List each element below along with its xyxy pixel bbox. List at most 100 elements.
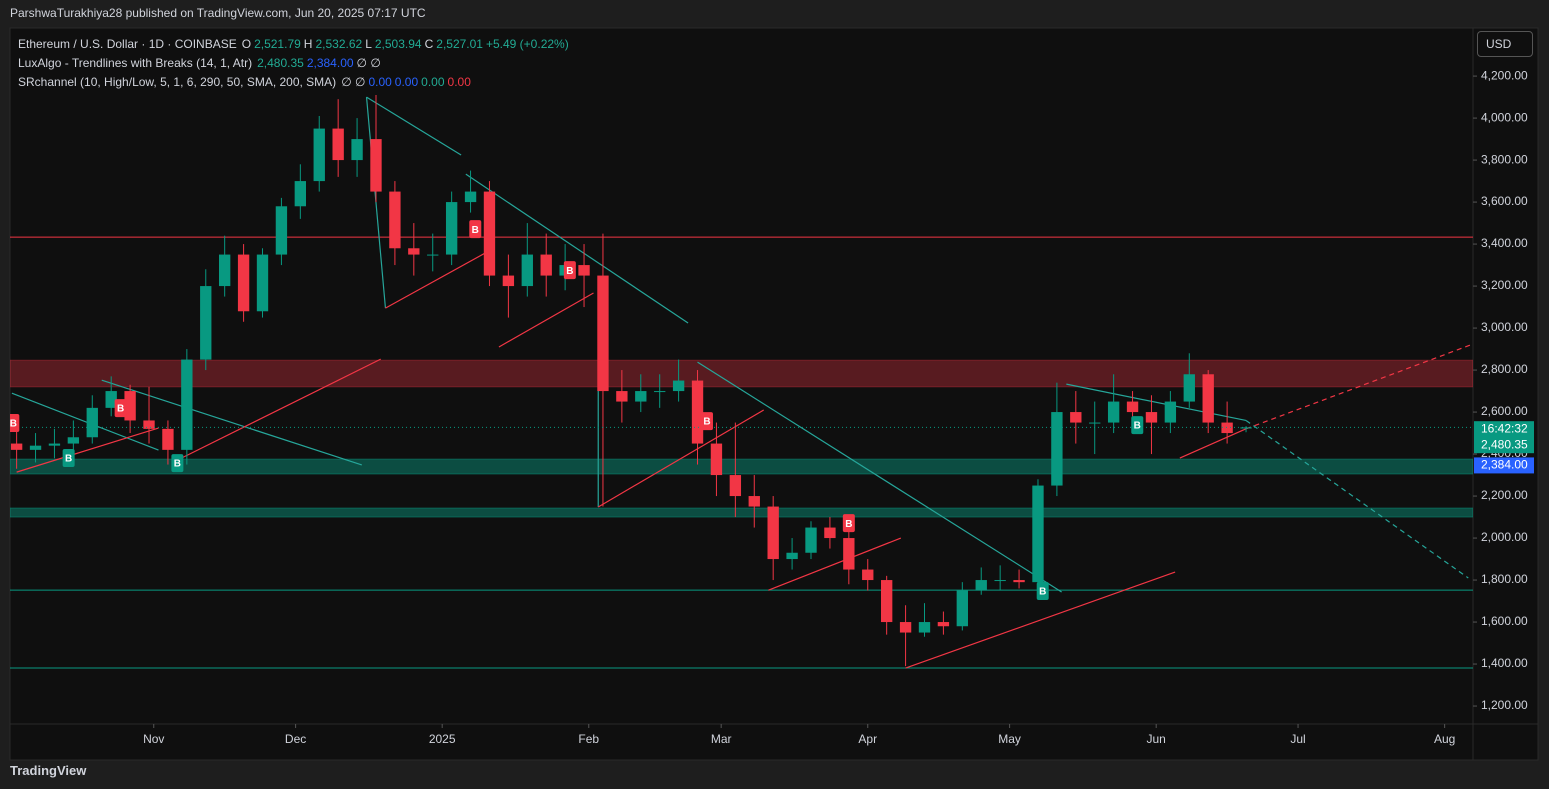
candle-body [521,254,533,287]
y-tick-label: 2,000.00 [1481,530,1528,544]
trendline [498,292,594,348]
signal-box [114,399,127,418]
candle-body [1221,422,1233,434]
trendline [768,537,902,591]
y-tick-label: 1,400.00 [1481,656,1528,670]
candle-body [578,265,590,276]
candle-body [1107,401,1120,423]
y-tick-label: 4,000.00 [1481,110,1528,124]
signal-box [1131,416,1144,435]
trendline [1245,419,1469,579]
sr-zone [10,507,1473,518]
byline: ParshwaTurakhiya28 published on TradingV… [10,6,426,20]
legend: Ethereum / U.S. Dollar · 1D · COINBASE O 2… [18,35,572,92]
legend-row: SRchannel (10, High/Low, 5, 1, 6, 290, 5… [18,73,572,92]
candle-body [483,191,496,276]
candle-body [200,286,212,360]
legend-value: 2,521.79 [254,37,301,51]
x-tick-label: Feb [578,732,599,746]
candle-body [256,254,269,312]
y-tick-label: 3,600.00 [1481,194,1528,208]
candle-body [370,139,382,192]
candle-body [29,445,42,450]
candle-body [1202,374,1214,423]
trendline [11,392,159,451]
signal-box [10,413,20,432]
trendline [1066,383,1247,422]
candle-body [351,139,363,161]
signal-label: B [65,454,72,465]
currency-button[interactable]: USD [1477,31,1533,57]
trendline [365,97,387,309]
candle-body [143,420,155,429]
legend-row: Ethereum / U.S. Dollar · 1D · COINBASE O 2… [18,35,572,54]
legend-title: Ethereum / U.S. Dollar · 1D · COINBASE [18,37,237,51]
candle-body [1013,580,1025,583]
y-tick-label: 3,000.00 [1481,320,1528,334]
trendline [16,427,159,473]
y-tick-label: 1,800.00 [1481,572,1528,586]
candle-body [710,443,723,476]
price-label-box [1474,457,1534,474]
x-tick-label: May [998,732,1021,746]
signal-label: B [1039,587,1046,598]
candle-body [294,181,307,207]
candle-body [899,622,912,633]
trendline [177,358,381,461]
x-tick-label: Apr [858,732,877,746]
x-tick-label: Jun [1147,732,1166,746]
legend-value: 2,527.01 [436,37,483,51]
legend-value: ∅ ∅ [356,56,381,70]
legend-value: H [303,37,313,51]
legend-value: 2,503.94 [374,37,422,51]
price-label: 2,384.00 [1481,458,1528,472]
candle-body [313,128,325,182]
trendline [697,361,1062,593]
legend-value: 0.00 [394,75,419,89]
candle-body [748,496,760,507]
trendline [1245,343,1473,430]
candle-body [635,391,647,402]
footer-logo: TradingView [10,763,87,778]
y-tick-label: 3,200.00 [1481,278,1528,292]
x-tick-label: Mar [711,732,732,746]
signal-box [171,454,184,473]
countdown-box [1474,421,1534,454]
candle-body [275,206,288,255]
legend-value: 2,384.00 [306,56,354,70]
candle-body [616,391,628,402]
signal-label: B [117,404,124,415]
candle-body [219,254,231,287]
chart-panel [9,27,1539,761]
y-tick-label: 3,400.00 [1481,236,1528,250]
signal-label: B [845,519,852,530]
legend-value: O [241,37,252,51]
candle-body [937,622,950,627]
candle-body [880,580,893,623]
countdown: 16:42:32 [1481,421,1528,435]
candle-body [767,506,779,560]
candle-body [1032,485,1044,583]
candle-body [654,391,666,393]
candle-body [86,407,98,438]
legend-row: LuxAlgo - Trendlines with Breaks (14, 1,… [18,54,572,73]
candle-body [1070,412,1082,423]
candle-body [824,527,836,539]
candle-body [786,552,798,560]
trendline [905,571,1176,669]
candle-body [597,275,609,392]
candle-body [672,380,685,392]
legend-value: 0.00 [447,75,471,89]
candle-body [1051,412,1063,486]
candle-body [10,443,23,450]
signal-label: B [566,266,573,277]
candle-body [540,254,552,276]
signal-box [62,449,75,468]
x-tick-label: Jul [1290,732,1305,746]
trendline [385,247,495,309]
candle-body [862,569,874,581]
trendline [597,409,765,508]
candle-body [918,622,931,633]
